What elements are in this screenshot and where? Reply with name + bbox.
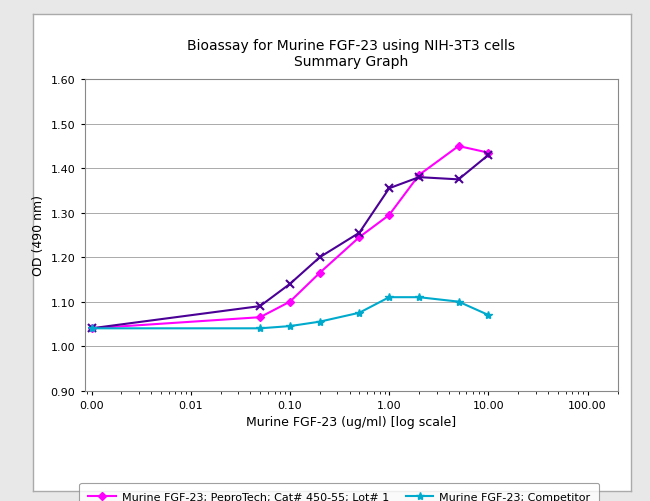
Murine FGF-23; Competitor bbox=[88, 326, 96, 332]
Murine FGF-23; Competitor bbox=[286, 324, 294, 330]
Murine FGF-23; PeproTech; Cat# 450-55; Lot# 1 bbox=[415, 172, 423, 178]
Murine FGF-23; PeproTech; Cat# 450-55; Lot# 2 bbox=[385, 186, 393, 192]
Murine FGF-23; Competitor bbox=[316, 319, 324, 325]
Murine FGF-23; Competitor bbox=[385, 295, 393, 301]
Line: Murine FGF-23; PeproTech; Cat# 450-55; Lot# 1: Murine FGF-23; PeproTech; Cat# 450-55; L… bbox=[88, 144, 491, 332]
Murine FGF-23; Competitor bbox=[454, 299, 462, 305]
Murine FGF-23; PeproTech; Cat# 450-55; Lot# 1 bbox=[454, 144, 462, 150]
Murine FGF-23; PeproTech; Cat# 450-55; Lot# 2 bbox=[415, 175, 423, 181]
Murine FGF-23; PeproTech; Cat# 450-55; Lot# 1 bbox=[385, 212, 393, 218]
X-axis label: Murine FGF-23 (ug/ml) [log scale]: Murine FGF-23 (ug/ml) [log scale] bbox=[246, 415, 456, 428]
Title: Bioassay for Murine FGF-23 using NIH-3T3 cells
Summary Graph: Bioassay for Murine FGF-23 using NIH-3T3… bbox=[187, 39, 515, 69]
Murine FGF-23; Competitor bbox=[415, 295, 423, 301]
Murine FGF-23; PeproTech; Cat# 450-55; Lot# 2 bbox=[256, 304, 264, 310]
Murine FGF-23; PeproTech; Cat# 450-55; Lot# 2 bbox=[356, 230, 363, 236]
Murine FGF-23; PeproTech; Cat# 450-55; Lot# 2 bbox=[286, 281, 294, 287]
Murine FGF-23; PeproTech; Cat# 450-55; Lot# 1 bbox=[286, 299, 294, 305]
Murine FGF-23; Competitor bbox=[356, 310, 363, 316]
Murine FGF-23; PeproTech; Cat# 450-55; Lot# 2 bbox=[454, 177, 462, 183]
Legend: Murine FGF-23; PeproTech; Cat# 450-55; Lot# 1, Murine FGF-23; PeproTech; Cat# 45: Murine FGF-23; PeproTech; Cat# 450-55; L… bbox=[79, 483, 599, 501]
Line: Murine FGF-23; PeproTech; Cat# 450-55; Lot# 2: Murine FGF-23; PeproTech; Cat# 450-55; L… bbox=[87, 151, 493, 333]
Murine FGF-23; PeproTech; Cat# 450-55; Lot# 1 bbox=[316, 270, 324, 276]
Y-axis label: OD (490 nm): OD (490 nm) bbox=[32, 195, 45, 276]
Murine FGF-23; PeproTech; Cat# 450-55; Lot# 1 bbox=[256, 315, 264, 321]
Murine FGF-23; PeproTech; Cat# 450-55; Lot# 2 bbox=[88, 326, 96, 332]
Murine FGF-23; PeproTech; Cat# 450-55; Lot# 1 bbox=[88, 326, 96, 332]
Murine FGF-23; PeproTech; Cat# 450-55; Lot# 2 bbox=[484, 153, 492, 159]
Murine FGF-23; Competitor bbox=[484, 312, 492, 318]
Line: Murine FGF-23; Competitor: Murine FGF-23; Competitor bbox=[87, 294, 493, 333]
Murine FGF-23; PeproTech; Cat# 450-55; Lot# 1 bbox=[484, 150, 492, 156]
Murine FGF-23; PeproTech; Cat# 450-55; Lot# 2 bbox=[316, 255, 324, 261]
Murine FGF-23; Competitor bbox=[256, 326, 264, 332]
Murine FGF-23; PeproTech; Cat# 450-55; Lot# 1 bbox=[356, 234, 363, 240]
